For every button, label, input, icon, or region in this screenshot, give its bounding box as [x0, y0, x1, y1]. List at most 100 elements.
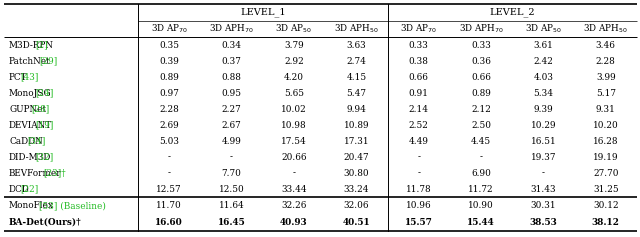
Text: 16.28: 16.28 — [593, 137, 619, 146]
Text: 5.34: 5.34 — [533, 88, 554, 97]
Text: 0.66: 0.66 — [409, 73, 429, 82]
Text: 4.15: 4.15 — [346, 73, 366, 82]
Text: 10.98: 10.98 — [281, 120, 307, 129]
Text: 3.99: 3.99 — [596, 73, 616, 82]
Text: 5.47: 5.47 — [346, 88, 366, 97]
Text: 0.66: 0.66 — [471, 73, 491, 82]
Text: 0.95: 0.95 — [221, 88, 241, 97]
Text: 4.20: 4.20 — [284, 73, 304, 82]
Text: 5.65: 5.65 — [284, 88, 304, 97]
Text: [23]†: [23]† — [43, 169, 65, 178]
Text: 15.57: 15.57 — [404, 218, 433, 227]
Text: 20.66: 20.66 — [281, 152, 307, 161]
Text: 9.31: 9.31 — [596, 105, 616, 114]
Text: 2.92: 2.92 — [284, 56, 304, 65]
Text: 3D APH$_{70}$: 3D APH$_{70}$ — [459, 23, 504, 35]
Text: 2.52: 2.52 — [409, 120, 429, 129]
Text: 38.53: 38.53 — [529, 218, 557, 227]
Text: [43]: [43] — [20, 73, 38, 82]
Text: DCD: DCD — [9, 184, 29, 193]
Text: 19.19: 19.19 — [593, 152, 619, 161]
Text: 4.99: 4.99 — [221, 137, 241, 146]
Text: 11.70: 11.70 — [156, 201, 182, 210]
Text: BA-Det(Ours)†: BA-Det(Ours)† — [9, 218, 82, 227]
Text: 2.28: 2.28 — [596, 56, 616, 65]
Text: 0.36: 0.36 — [471, 56, 491, 65]
Text: 16.60: 16.60 — [156, 218, 183, 227]
Text: [32]: [32] — [35, 152, 54, 161]
Text: 3D AP$_{50}$: 3D AP$_{50}$ — [525, 23, 562, 35]
Text: 11.64: 11.64 — [219, 201, 244, 210]
Text: 6.90: 6.90 — [471, 169, 491, 178]
Text: 0.97: 0.97 — [159, 88, 179, 97]
Text: 0.35: 0.35 — [159, 41, 179, 50]
Text: 2.42: 2.42 — [534, 56, 554, 65]
Text: 10.89: 10.89 — [344, 120, 369, 129]
Text: 33.44: 33.44 — [281, 184, 307, 193]
Text: 3D APH$_{50}$: 3D APH$_{50}$ — [584, 23, 628, 35]
Text: -: - — [292, 169, 296, 178]
Text: 32.06: 32.06 — [344, 201, 369, 210]
Text: 2.14: 2.14 — [409, 105, 429, 114]
Text: PCT: PCT — [9, 73, 28, 82]
Text: 2.12: 2.12 — [471, 105, 491, 114]
Text: 30.80: 30.80 — [344, 169, 369, 178]
Text: 0.33: 0.33 — [471, 41, 491, 50]
Text: 7.70: 7.70 — [221, 169, 241, 178]
Text: MonoFlex: MonoFlex — [9, 201, 54, 210]
Text: 3D AP$_{70}$: 3D AP$_{70}$ — [400, 23, 437, 35]
Text: 3D APH$_{50}$: 3D APH$_{50}$ — [334, 23, 379, 35]
Text: 3D AP$_{70}$: 3D AP$_{70}$ — [150, 23, 188, 35]
Text: DID-M3D: DID-M3D — [9, 152, 51, 161]
Text: 30.31: 30.31 — [531, 201, 556, 210]
Text: -: - — [168, 169, 171, 178]
Text: [34]: [34] — [28, 137, 46, 146]
Text: 40.51: 40.51 — [342, 218, 370, 227]
Text: 17.54: 17.54 — [281, 137, 307, 146]
Text: M3D-RPN: M3D-RPN — [9, 41, 54, 50]
Text: BEVFormer: BEVFormer — [9, 169, 61, 178]
Text: 10.02: 10.02 — [281, 105, 307, 114]
Text: -: - — [417, 169, 420, 178]
Text: 4.49: 4.49 — [409, 137, 429, 146]
Text: 0.39: 0.39 — [159, 56, 179, 65]
Text: 2.50: 2.50 — [471, 120, 491, 129]
Text: [22]: [22] — [20, 184, 38, 193]
Text: 17.31: 17.31 — [344, 137, 369, 146]
Text: 3D APH$_{70}$: 3D APH$_{70}$ — [209, 23, 254, 35]
Text: 3.63: 3.63 — [346, 41, 366, 50]
Text: 40.93: 40.93 — [280, 218, 308, 227]
Text: 3D AP$_{50}$: 3D AP$_{50}$ — [275, 23, 312, 35]
Text: 20.47: 20.47 — [344, 152, 369, 161]
Text: 0.34: 0.34 — [221, 41, 241, 50]
Text: [24]: [24] — [35, 88, 54, 97]
Text: 12.57: 12.57 — [156, 184, 182, 193]
Text: 4.03: 4.03 — [533, 73, 554, 82]
Text: CaDDN: CaDDN — [9, 137, 43, 146]
Text: 33.24: 33.24 — [344, 184, 369, 193]
Text: 16.51: 16.51 — [531, 137, 556, 146]
Text: MonoJSG: MonoJSG — [9, 88, 52, 97]
Text: 2.69: 2.69 — [159, 120, 179, 129]
Text: 5.17: 5.17 — [596, 88, 616, 97]
Text: -: - — [168, 152, 171, 161]
Text: 3.61: 3.61 — [534, 41, 554, 50]
Text: 2.67: 2.67 — [221, 120, 241, 129]
Text: 31.25: 31.25 — [593, 184, 619, 193]
Text: 10.90: 10.90 — [468, 201, 494, 210]
Text: 10.96: 10.96 — [406, 201, 431, 210]
Text: 31.43: 31.43 — [531, 184, 556, 193]
Text: DEVIANT: DEVIANT — [9, 120, 52, 129]
Text: 5.03: 5.03 — [159, 137, 179, 146]
Text: [29]: [29] — [39, 56, 57, 65]
Text: 0.37: 0.37 — [221, 56, 241, 65]
Text: LEVEL_2: LEVEL_2 — [490, 8, 535, 17]
Text: 11.72: 11.72 — [468, 184, 494, 193]
Text: 27.70: 27.70 — [593, 169, 619, 178]
Text: 0.38: 0.38 — [409, 56, 429, 65]
Text: 3.79: 3.79 — [284, 41, 304, 50]
Text: 30.12: 30.12 — [593, 201, 619, 210]
Text: [2]: [2] — [35, 41, 48, 50]
Text: 3.46: 3.46 — [596, 41, 616, 50]
Text: 0.89: 0.89 — [471, 88, 491, 97]
